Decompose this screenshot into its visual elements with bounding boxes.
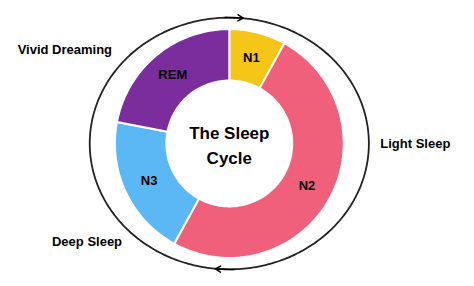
svg-text:Cycle: Cycle xyxy=(207,149,252,168)
svg-text:N1: N1 xyxy=(243,50,260,65)
svg-text:Light Sleep: Light Sleep xyxy=(380,136,450,151)
svg-text:N2: N2 xyxy=(299,178,316,193)
svg-text:N3: N3 xyxy=(141,173,158,188)
svg-text:Vivid Dreaming: Vivid Dreaming xyxy=(18,42,112,57)
svg-text:Deep Sleep: Deep Sleep xyxy=(52,234,122,249)
svg-text:The Sleep: The Sleep xyxy=(189,124,269,143)
svg-text:REM: REM xyxy=(158,67,187,82)
